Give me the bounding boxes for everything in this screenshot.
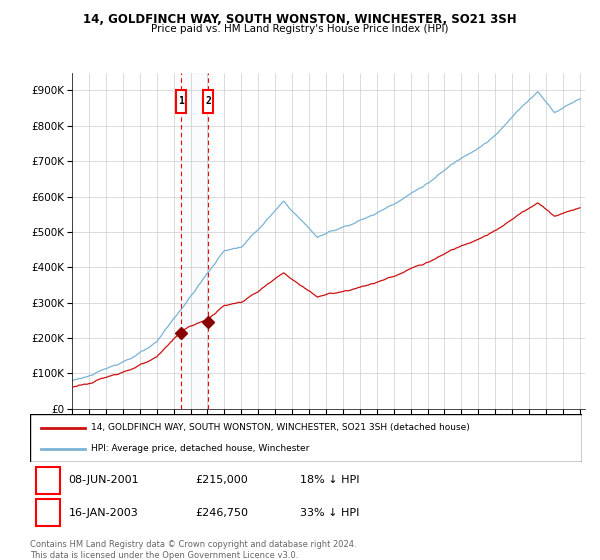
Text: 16-JAN-2003: 16-JAN-2003 bbox=[68, 507, 139, 517]
Text: £246,750: £246,750 bbox=[196, 507, 248, 517]
Text: 14, GOLDFINCH WAY, SOUTH WONSTON, WINCHESTER, SO21 3SH (detached house): 14, GOLDFINCH WAY, SOUTH WONSTON, WINCHE… bbox=[91, 423, 469, 432]
Bar bbox=[176, 90, 185, 113]
Text: 1: 1 bbox=[44, 475, 52, 486]
Text: 08-JUN-2001: 08-JUN-2001 bbox=[68, 475, 139, 486]
Bar bbox=[203, 90, 213, 113]
Text: HPI: Average price, detached house, Winchester: HPI: Average price, detached house, Winc… bbox=[91, 444, 309, 453]
Text: 33% ↓ HPI: 33% ↓ HPI bbox=[301, 507, 360, 517]
Text: 14, GOLDFINCH WAY, SOUTH WONSTON, WINCHESTER, SO21 3SH: 14, GOLDFINCH WAY, SOUTH WONSTON, WINCHE… bbox=[83, 13, 517, 26]
Text: 1: 1 bbox=[178, 96, 184, 106]
Bar bbox=[181, 73, 208, 409]
Text: Price paid vs. HM Land Registry's House Price Index (HPI): Price paid vs. HM Land Registry's House … bbox=[151, 24, 449, 34]
Bar bbox=[35, 466, 61, 494]
Text: 2: 2 bbox=[44, 507, 52, 517]
Text: £215,000: £215,000 bbox=[196, 475, 248, 486]
Bar bbox=[35, 499, 61, 526]
Text: 18% ↓ HPI: 18% ↓ HPI bbox=[301, 475, 360, 486]
Text: Contains HM Land Registry data © Crown copyright and database right 2024.
This d: Contains HM Land Registry data © Crown c… bbox=[30, 540, 356, 560]
Text: 2: 2 bbox=[205, 96, 211, 106]
